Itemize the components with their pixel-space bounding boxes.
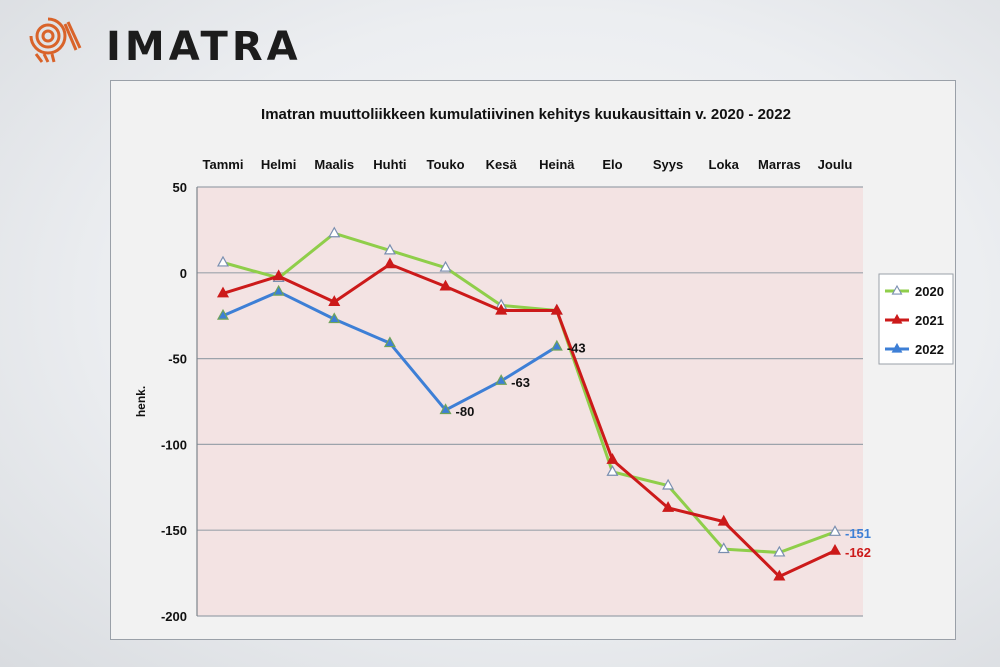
imatra-logo[interactable]: IMATRA <box>18 10 298 70</box>
legend-label: 2021 <box>915 313 944 328</box>
data-point <box>216 255 230 267</box>
data-point <box>383 336 396 348</box>
x-tick-label: Heinä <box>539 157 575 172</box>
x-tick-label: Syys <box>653 157 683 172</box>
plot-area <box>197 187 863 616</box>
data-label: -162 <box>845 545 871 560</box>
legend-item-2021[interactable]: 2021 <box>885 313 944 328</box>
data-label: -63 <box>511 375 530 390</box>
series-2022 <box>216 284 563 415</box>
data-point <box>272 269 285 281</box>
data-point <box>606 465 619 476</box>
legend-marker <box>891 342 903 353</box>
data-point <box>550 339 563 351</box>
gridlines <box>197 186 863 617</box>
legend-marker <box>891 313 903 324</box>
legend-item-2020[interactable]: 2020 <box>885 284 944 299</box>
y-tick-labels: 50 0 -50 -100 -150 -200 <box>161 180 187 624</box>
series-line-2021 <box>222 262 836 579</box>
x-tick-label: Loka <box>709 157 740 172</box>
data-point <box>216 308 230 320</box>
x-tick-label: Touko <box>427 157 465 172</box>
data-point <box>495 303 508 315</box>
data-point <box>328 226 341 238</box>
imatra-spiral-logo-icon <box>29 17 82 63</box>
legend-marker <box>891 284 903 295</box>
data-point <box>383 243 396 255</box>
data-point <box>439 403 452 415</box>
series-2021 <box>216 257 842 581</box>
x-tick-labels: Tammi Helmi Maalis Huhti Touko Kesä Heinä Elo Sy… <box>203 157 853 172</box>
data-labels: -80 -63 -43 -151 -162 <box>456 341 871 560</box>
data-point <box>495 374 508 385</box>
brand-name: IMATRA <box>106 24 302 70</box>
data-point <box>550 303 563 315</box>
series-lines <box>216 226 842 581</box>
x-tick-label: Tammi <box>203 157 244 172</box>
data-point <box>383 257 396 269</box>
data-point <box>328 312 341 324</box>
legend-label: 2020 <box>915 284 944 299</box>
y-tick-label: 0 <box>180 266 187 281</box>
data-point <box>662 501 675 512</box>
y-axis-label: henk. <box>134 386 148 417</box>
data-point <box>439 279 452 291</box>
y-tick-label: -200 <box>161 609 187 624</box>
x-tick-label: Helmi <box>261 157 296 172</box>
x-tick-label: Kesä <box>486 157 518 172</box>
data-point <box>328 295 341 306</box>
legend-item-2022[interactable]: 2022 <box>885 342 944 357</box>
legend[interactable]: 2020 2021 2022 <box>878 273 954 365</box>
series-line-2020 <box>222 231 836 555</box>
data-point <box>773 545 786 557</box>
x-tick-label: Joulu <box>818 157 853 172</box>
data-point <box>773 569 786 581</box>
data-point <box>606 453 619 464</box>
x-tick-label: Elo <box>602 157 622 172</box>
x-tick-label: Maalis <box>314 157 354 172</box>
y-tick-label: -50 <box>168 352 187 367</box>
y-tick-label: -100 <box>161 437 187 452</box>
legend-label: 2022 <box>915 342 944 357</box>
data-label: -151 <box>845 526 871 541</box>
x-tick-label: Huhti <box>373 157 406 172</box>
chart-title: Imatran muuttoliikkeen kumulatiivinen ke… <box>261 106 791 123</box>
data-point <box>717 542 730 554</box>
data-label: -43 <box>567 341 586 356</box>
data-point <box>828 543 842 555</box>
data-point <box>662 478 675 490</box>
data-point <box>439 260 452 272</box>
x-tick-label: Marras <box>758 157 801 172</box>
chart-frame: Imatran muuttoliikkeen kumulatiivinen ke… <box>110 80 956 640</box>
y-tick-label: -150 <box>161 523 187 538</box>
data-point <box>828 525 842 536</box>
data-point <box>272 284 285 296</box>
line-chart: Imatran muuttoliikkeen kumulatiivinen ke… <box>134 106 954 624</box>
data-point <box>216 286 230 298</box>
data-point <box>717 514 730 526</box>
data-label: -80 <box>456 404 475 419</box>
y-tick-label: 50 <box>173 180 187 195</box>
